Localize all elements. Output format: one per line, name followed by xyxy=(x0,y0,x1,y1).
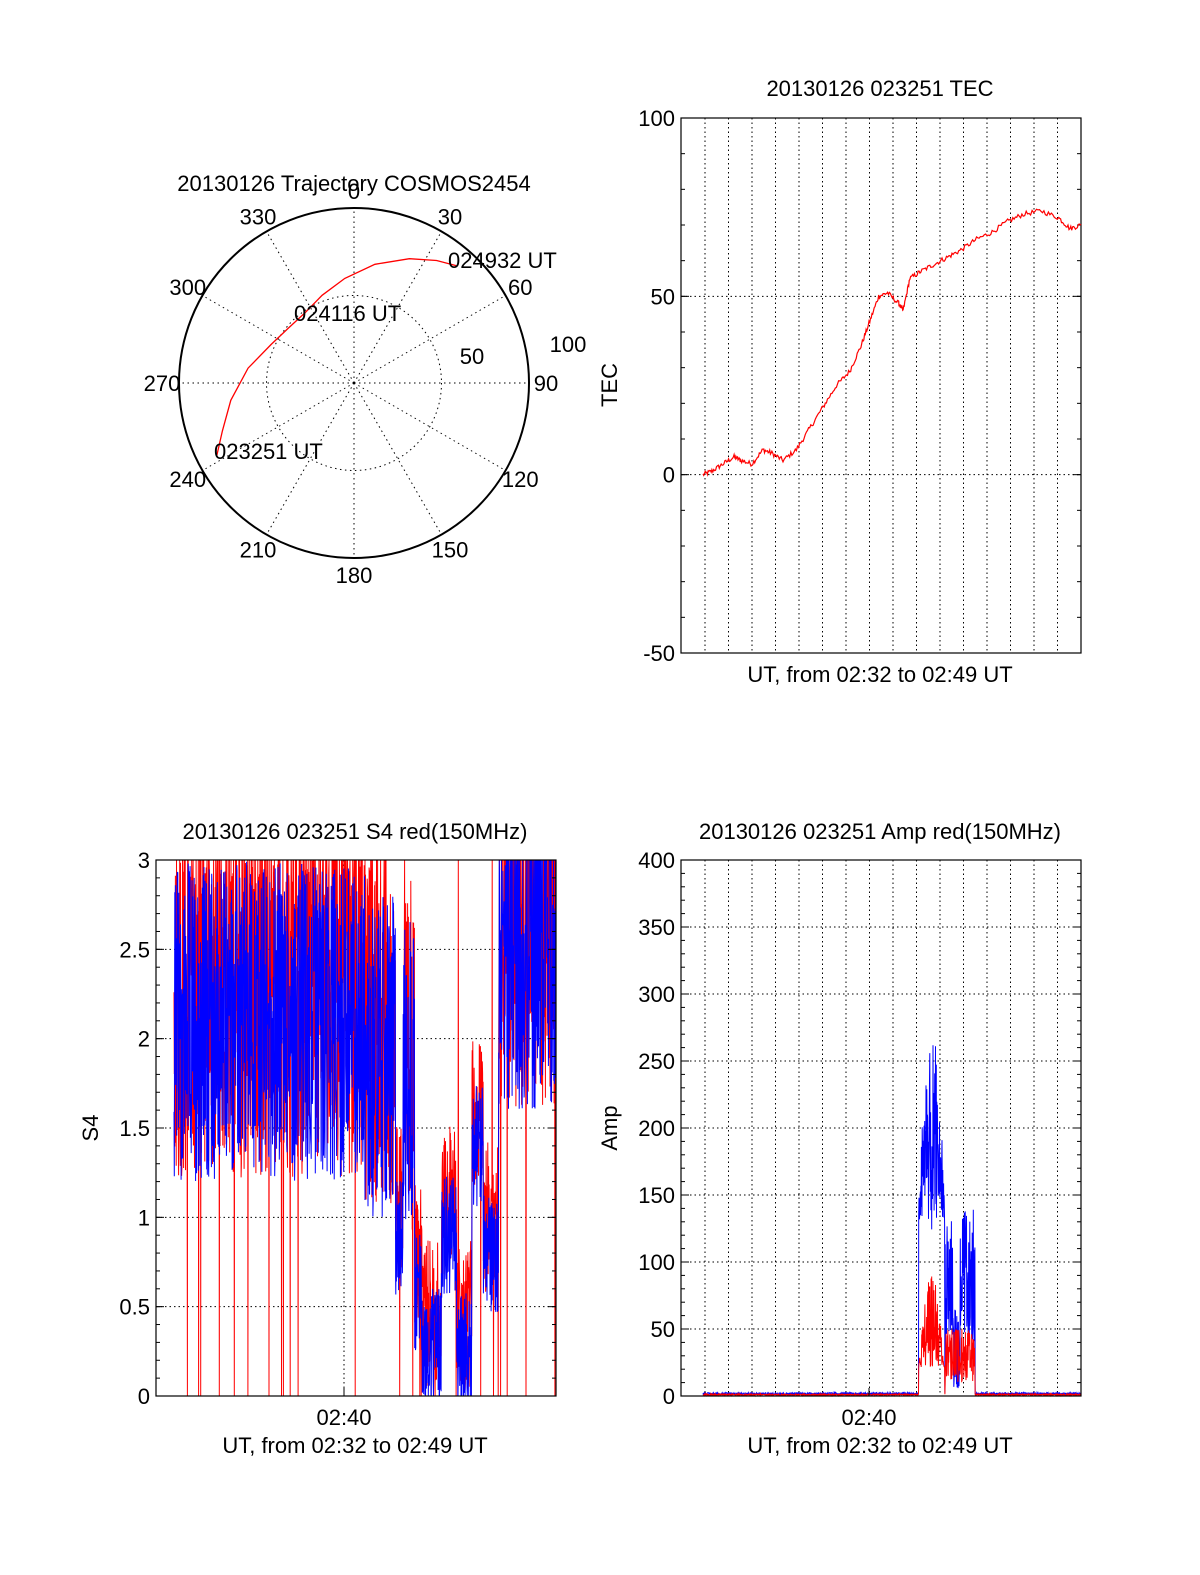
tec-plot: 20130126 023251 TEC 100 50 0 -50 TEC UT, fr… xyxy=(597,76,1082,687)
y-tick-label: 2 xyxy=(138,1027,150,1052)
polar-spoke xyxy=(353,295,506,384)
polar-angle-label: 330 xyxy=(240,205,277,230)
polar-angle-label: 120 xyxy=(502,467,539,492)
polar-radius-label-100: 100 xyxy=(550,332,587,357)
polar-spoke xyxy=(202,382,355,471)
y-tick-label: 2.5 xyxy=(119,937,150,962)
amp-red-series xyxy=(702,1276,1082,1398)
annotation-end-time: 024932 UT xyxy=(448,248,557,273)
polar-angle-label: 270 xyxy=(144,371,181,396)
y-tick-label: 250 xyxy=(638,1049,675,1074)
y-tick-label: 0.5 xyxy=(119,1295,150,1320)
y-tick-label: 1 xyxy=(138,1205,150,1230)
y-tick-label: 300 xyxy=(638,982,675,1007)
polar-angle-labels: 0 30 60 90 120 150 180 210 240 270 300 330 xyxy=(144,179,559,588)
tec-ylabel: TEC xyxy=(597,363,622,407)
polar-title: 20130126 Trajectory COSMOS2454 xyxy=(177,171,530,196)
y-tick-label: 0 xyxy=(138,1384,150,1409)
tec-y-ticks: 100 50 0 -50 xyxy=(638,106,1081,666)
s4-xlabel: UT, from 02:32 to 02:49 UT xyxy=(222,1433,487,1458)
polar-spoke xyxy=(202,295,355,384)
s4-y-ticks: 3 2.5 2 1.5 1 0.5 0 xyxy=(119,848,556,1409)
tec-frame xyxy=(680,117,1082,654)
s4-title: 20130126 023251 S4 red(150MHz) xyxy=(183,819,528,844)
amp-xlabel: UT, from 02:32 to 02:49 UT xyxy=(747,1433,1012,1458)
polar-angle-label: 30 xyxy=(438,205,462,230)
polar-ring-50 xyxy=(266,295,442,471)
y-tick-label: 200 xyxy=(638,1116,675,1141)
polar-angle-label: 90 xyxy=(534,371,558,396)
polar-angle-label: 60 xyxy=(508,275,532,300)
y-tick-label: 50 xyxy=(651,1317,675,1342)
tec-series-line xyxy=(702,208,1082,477)
tec-title: 20130126 023251 TEC xyxy=(766,76,993,101)
polar-angle-label: 0 xyxy=(348,179,360,204)
y-tick-label: 100 xyxy=(638,106,675,131)
y-tick-label: 350 xyxy=(638,915,675,940)
amp-xtick-label: 02:40 xyxy=(841,1405,896,1430)
y-tick-label: 0 xyxy=(663,463,675,488)
amp-plot: 20130126 023251 Amp red(150MHz) 400 350 30… xyxy=(597,819,1082,1458)
s4-plot: 20130126 023251 S4 red(150MHz) 3 2.5 2 1.5 1… xyxy=(78,819,557,1458)
polar-angle-label: 150 xyxy=(432,537,469,562)
polar-angle-label: 210 xyxy=(240,537,277,562)
amp-ylabel: Amp xyxy=(597,1105,622,1150)
amp-title: 20130126 023251 Amp red(150MHz) xyxy=(699,819,1061,844)
y-tick-label: 150 xyxy=(638,1183,675,1208)
y-tick-label: 100 xyxy=(638,1250,675,1275)
polar-spoke xyxy=(353,231,442,384)
polar-angle-label: 300 xyxy=(169,275,206,300)
s4-blue-series xyxy=(173,859,557,1397)
y-tick-label: 400 xyxy=(638,848,675,873)
polar-spoke xyxy=(266,382,355,535)
polar-spoke xyxy=(266,231,355,384)
y-tick-label: 50 xyxy=(651,284,675,309)
amp-blue-series xyxy=(702,1045,1082,1397)
y-tick-label: 1.5 xyxy=(119,1116,150,1141)
polar-spoke xyxy=(353,382,506,471)
polar-grid xyxy=(179,208,529,558)
polar-angle-label: 180 xyxy=(336,563,373,588)
polar-angle-label: 240 xyxy=(169,467,206,492)
annotation-mid-time: 024116 UT xyxy=(294,301,401,326)
y-tick-label: -50 xyxy=(643,641,675,666)
annotation-start-time: 023251 UT xyxy=(214,439,323,464)
polar-radius-label-50: 50 xyxy=(460,344,484,369)
amp-y-ticks: 400 350 300 250 200 150 100 50 0 xyxy=(638,848,1081,1409)
s4-ylabel: S4 xyxy=(78,1115,103,1142)
amp-grid xyxy=(681,860,1081,1396)
trajectory-line xyxy=(216,258,457,457)
y-tick-label: 3 xyxy=(138,848,150,873)
s4-xtick-label: 02:40 xyxy=(316,1405,371,1430)
tec-grid xyxy=(681,118,1081,653)
polar-plot: 20130126 Trajectory COSMOS2454 0 30 60 90 12… xyxy=(144,171,587,588)
y-tick-label: 0 xyxy=(663,1384,675,1409)
polar-outer-circle xyxy=(178,207,530,559)
tec-xlabel: UT, from 02:32 to 02:49 UT xyxy=(747,662,1012,687)
polar-spoke xyxy=(353,382,442,535)
